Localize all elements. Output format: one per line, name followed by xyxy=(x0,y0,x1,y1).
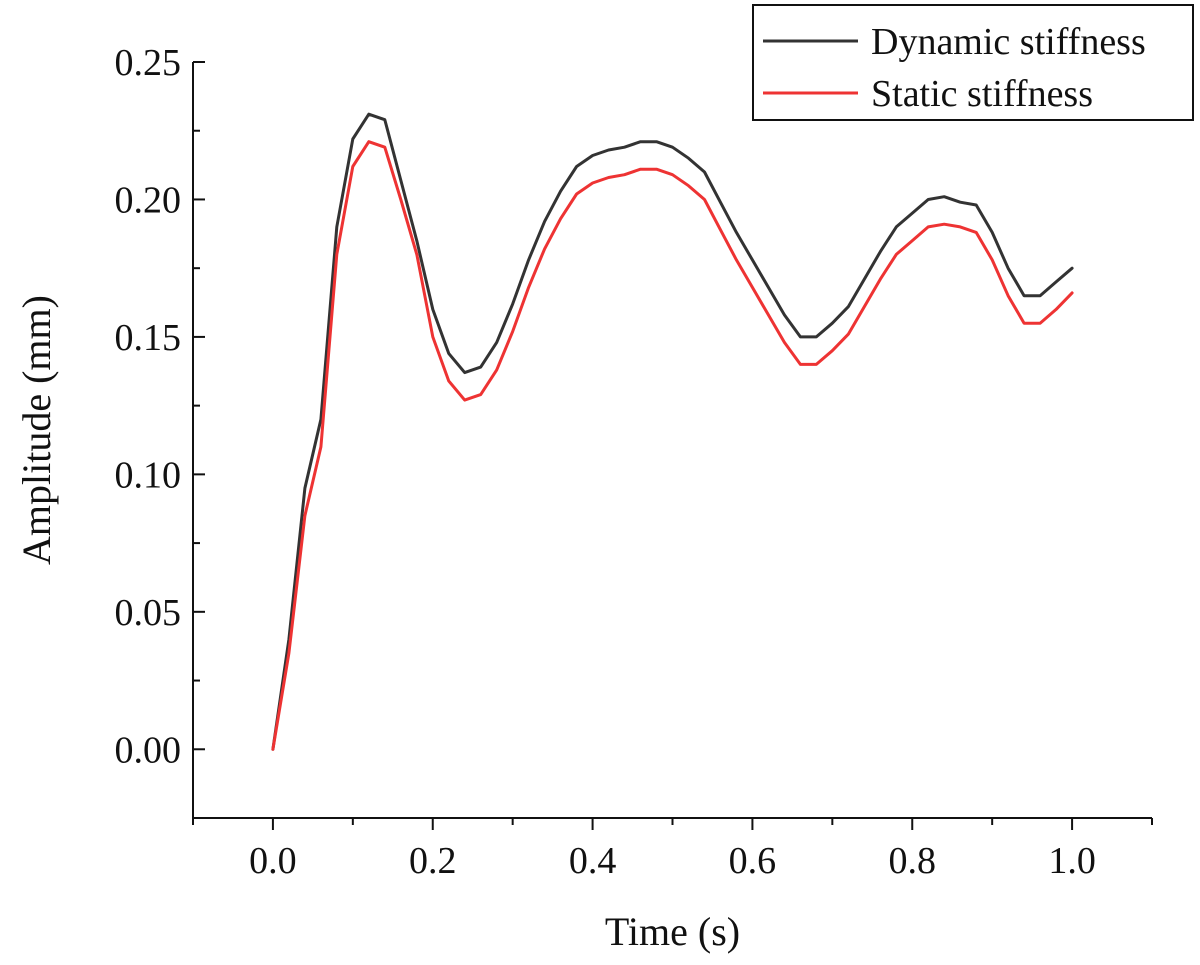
x-axis: 0.0 0.2 0.4 0.6 0.8 1.0 xyxy=(192,818,1153,882)
legend-box xyxy=(752,4,1194,121)
legend-label: Static stiffness xyxy=(871,73,1093,115)
x-tick-label: 0.8 xyxy=(889,840,937,882)
y-tick-label: 0.00 xyxy=(115,729,182,771)
x-tick-label: 0.6 xyxy=(729,840,777,882)
y-axis-title: Amplitude (mm) xyxy=(14,295,59,565)
x-tick-label: 0.4 xyxy=(569,840,617,882)
x-tick-label: 1.0 xyxy=(1048,840,1096,882)
y-tick-label: 0.20 xyxy=(115,179,182,221)
series-line-dynamic-stiffness xyxy=(271,112,1074,751)
legend: Dynamic stiffness Static stiffness xyxy=(752,4,1194,121)
x-axis-title: Time (s) xyxy=(605,909,740,954)
series-layer xyxy=(271,112,1074,751)
y-tick-label: 0.10 xyxy=(115,454,182,496)
y-tick-label: 0.05 xyxy=(115,592,182,634)
x-tick-label: 0.2 xyxy=(409,840,457,882)
y-tick-label: 0.25 xyxy=(115,42,182,84)
y-tick-label: 0.15 xyxy=(115,317,182,359)
x-tick-label: 0.0 xyxy=(249,840,297,882)
y-axis: 0.00 0.05 0.10 0.15 0.20 0.25 xyxy=(115,42,205,819)
legend-label: Dynamic stiffness xyxy=(871,21,1146,63)
series-line-static-stiffness xyxy=(271,140,1074,751)
